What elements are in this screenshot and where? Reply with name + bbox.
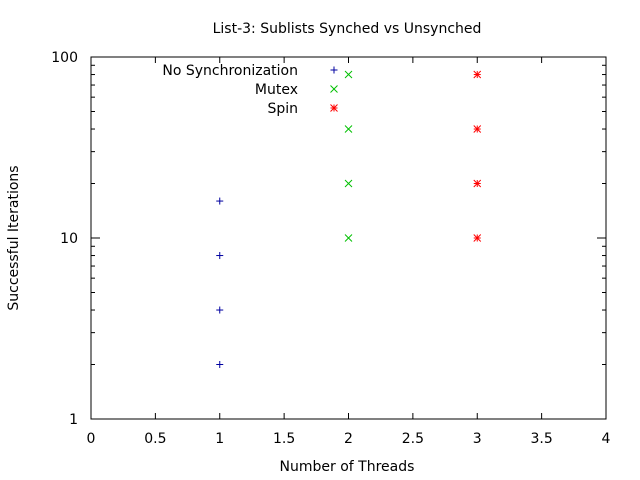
data-point <box>344 179 353 188</box>
x-tick-label: 2.5 <box>402 431 424 447</box>
legend-label: Mutex <box>255 82 298 98</box>
data-point <box>473 125 482 133</box>
data-point <box>344 125 353 133</box>
legend-marker <box>330 104 338 112</box>
data-point <box>473 70 482 79</box>
legend-marker <box>330 66 338 74</box>
data-point <box>473 234 482 242</box>
data-point <box>344 70 353 79</box>
x-tick-label: 0 <box>87 431 96 447</box>
x-tick-label: 1 <box>215 431 224 447</box>
x-tick-label: 4 <box>602 431 611 447</box>
data-point <box>216 361 224 369</box>
data-point <box>473 179 482 188</box>
data-point <box>216 197 224 205</box>
x-tick-label: 1.5 <box>273 431 295 447</box>
y-tick-label: 100 <box>51 50 78 66</box>
y-tick-label: 10 <box>60 231 78 247</box>
y-axis-label: Successful Iterations <box>6 165 22 310</box>
chart-title: List-3: Sublists Synched vs Unsynched <box>213 21 482 37</box>
x-tick-label: 2 <box>344 431 353 447</box>
data-point <box>344 234 353 242</box>
data-point <box>216 306 224 314</box>
x-tick-label: 3.5 <box>530 431 552 447</box>
x-axis-label: Number of Threads <box>280 459 415 475</box>
x-tick-label: 3 <box>473 431 482 447</box>
legend-label: Spin <box>267 101 298 117</box>
x-tick-label: 0.5 <box>144 431 166 447</box>
legend-marker <box>330 85 338 93</box>
legend-label: No Synchronization <box>162 63 298 79</box>
y-tick-label: 1 <box>69 412 78 428</box>
data-point <box>216 252 224 260</box>
